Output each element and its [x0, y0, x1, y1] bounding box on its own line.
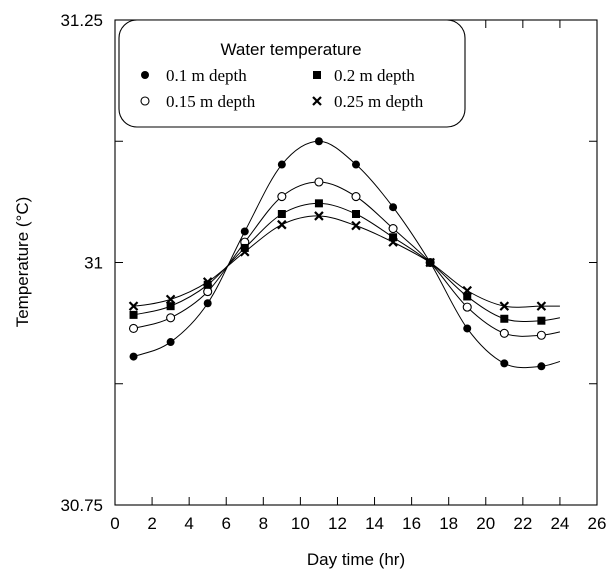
legend-title: Water temperature	[220, 40, 361, 59]
series-line-1	[133, 181, 561, 337]
x-tick-label: 4	[184, 514, 193, 533]
data-point-series1	[128, 323, 139, 334]
data-point-series0	[389, 203, 398, 212]
legend-symbol-0	[141, 71, 149, 79]
data-point-series1	[536, 330, 546, 340]
data-point-series1	[351, 191, 361, 202]
x-tick-label: 18	[439, 514, 458, 533]
data-point-series2	[389, 233, 398, 242]
data-point-series2	[314, 199, 323, 208]
x-tick-label: 10	[291, 514, 310, 533]
x-tick-label: 6	[221, 514, 230, 533]
data-point-series3-stroke	[202, 277, 213, 287]
data-point-series1	[462, 302, 472, 312]
legend-label-0.25m: 0.25 m depth	[334, 92, 424, 111]
smoothed-curves	[133, 140, 561, 369]
data-point-series1	[277, 191, 287, 202]
data-point-series3-stroke	[239, 247, 250, 257]
x-tick-label: 14	[365, 514, 384, 533]
data-point-series3-stroke	[128, 301, 139, 311]
data-point-series3	[462, 285, 473, 296]
data-point-series0	[240, 227, 249, 236]
legend-marker-0.1m	[141, 71, 149, 79]
data-point-series3	[128, 301, 139, 311]
data-point-series2	[537, 316, 546, 325]
x-tick-label: 22	[513, 514, 532, 533]
data-point-series3	[388, 237, 398, 247]
data-point-series2	[463, 292, 472, 301]
series-line-0	[133, 140, 561, 369]
legend-symbol-2	[313, 71, 321, 79]
data-point-series3-stroke	[351, 220, 361, 231]
data-point-series2	[352, 210, 360, 218]
y-tick-label: 31.25	[60, 11, 103, 30]
legend-marker-0.2m	[313, 71, 321, 79]
x-tick-label: 2	[147, 514, 156, 533]
data-point-series0	[352, 160, 360, 169]
data-point-series3	[277, 219, 287, 230]
data-point-series2	[166, 302, 175, 311]
y-axis-title: Temperature (°C)	[13, 197, 32, 328]
data-point-series1	[388, 224, 398, 234]
x-tick-label: 24	[550, 514, 569, 533]
data-point-series3-stroke	[314, 211, 324, 221]
data-point-series3-stroke	[499, 301, 510, 311]
data-point-series2	[500, 314, 509, 323]
legend-symbol-3	[312, 96, 322, 106]
data-point-series1	[499, 328, 509, 338]
data-point-series0	[129, 352, 138, 361]
data-point-series3	[351, 220, 361, 231]
data-markers	[128, 137, 547, 371]
data-point-series1	[166, 313, 176, 323]
data-point-series0	[203, 299, 212, 308]
data-point-series3	[314, 211, 324, 221]
data-point-series0	[166, 338, 175, 347]
data-point-series2	[240, 243, 249, 252]
legend-symbol-3-stroke	[312, 96, 322, 106]
legend-marker-0.15m	[140, 96, 150, 106]
data-point-series2	[203, 280, 212, 289]
y-tick-label: 31	[84, 254, 103, 273]
x-tick-label: 16	[402, 514, 421, 533]
data-point-series3-stroke	[536, 301, 547, 311]
legend-marker-0.25m	[312, 96, 322, 106]
data-point-series3-stroke	[388, 237, 398, 247]
series-line-3	[133, 215, 560, 308]
legend-box	[118, 19, 466, 128]
x-tick-label: 8	[259, 514, 268, 533]
data-point-series3	[202, 277, 213, 287]
data-point-series2	[277, 210, 286, 218]
data-point-series0	[314, 137, 323, 146]
data-point-series3-stroke	[425, 257, 435, 268]
x-axis-title: Day time (hr)	[307, 550, 405, 569]
legend-label-0.2m: 0.2 m depth	[334, 66, 415, 85]
legend: Water temperature 0.1 m depth 0.2 m dept…	[118, 19, 466, 128]
data-point-series3	[536, 301, 547, 311]
data-point-series0	[537, 362, 546, 371]
data-point-series3-stroke	[462, 285, 473, 296]
x-tick-label: 20	[476, 514, 495, 533]
data-point-series3-stroke	[165, 294, 176, 305]
x-tick-label: 0	[110, 514, 119, 533]
legend-label-0.15m: 0.15 m depth	[166, 92, 256, 111]
data-point-series3	[165, 294, 176, 305]
x-tick-label: 12	[328, 514, 347, 533]
y-tick-label: 30.75	[60, 496, 103, 515]
data-point-series0	[277, 160, 286, 169]
data-point-series3	[499, 301, 510, 311]
data-point-series3	[239, 247, 250, 257]
data-point-series2	[129, 310, 138, 319]
data-point-series3-stroke	[277, 219, 287, 230]
legend-label-0.1m: 0.1 m depth	[166, 66, 247, 85]
data-point-series0	[500, 359, 509, 368]
data-point-series3	[425, 257, 435, 268]
legend-symbol-1	[140, 96, 150, 106]
data-point-series0	[463, 324, 472, 333]
data-point-series1	[314, 177, 324, 187]
x-tick-label: 26	[588, 514, 607, 533]
